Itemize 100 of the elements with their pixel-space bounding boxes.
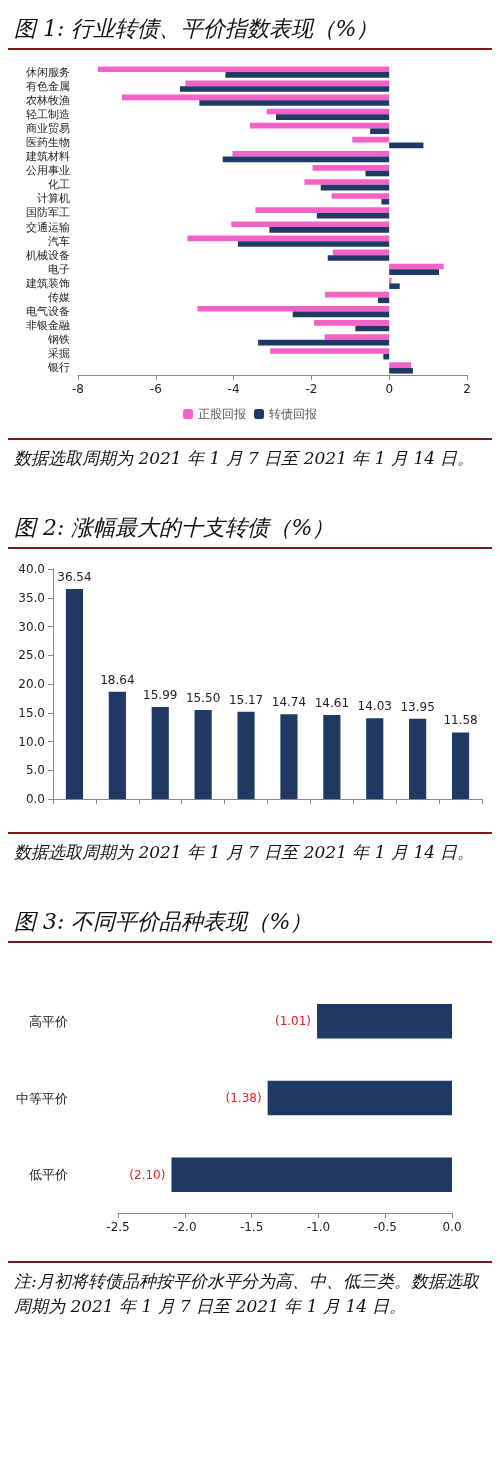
bar — [97, 66, 390, 73]
x-tick-label: -2.5 — [106, 1220, 130, 1234]
bar — [383, 353, 390, 360]
x-tick-label: -2.0 — [173, 1220, 197, 1234]
y-tick-label: 农林牧渔 — [26, 93, 70, 107]
x-tick-label: -4 — [227, 382, 240, 396]
bar — [65, 588, 84, 799]
data-label: (1.38) — [225, 1091, 262, 1105]
bar — [225, 72, 390, 78]
bar — [232, 150, 390, 157]
y-tick-label: 35.0 — [18, 590, 45, 605]
data-label: 18.64 — [100, 672, 135, 687]
y-tick-label: 电子 — [48, 262, 70, 276]
chart-title: 图 2: 涨幅最大的十支转债（%） — [8, 507, 492, 549]
y-tick-label: 40.0 — [18, 562, 45, 576]
bar — [389, 283, 400, 290]
bar — [197, 305, 390, 312]
bar — [324, 334, 390, 340]
y-tick-label: 传媒 — [48, 291, 70, 304]
bar — [389, 362, 411, 368]
bar — [280, 714, 298, 799]
bar — [231, 221, 390, 228]
y-tick-label: 轻工制造 — [26, 107, 70, 121]
legend-label: 转债回报 — [269, 407, 317, 421]
bar — [381, 198, 390, 205]
bar — [389, 277, 392, 284]
bar — [451, 732, 470, 799]
data-label: 36.54 — [57, 569, 92, 584]
y-tick-label: 非银金融 — [26, 319, 70, 333]
bar — [312, 165, 390, 171]
text: 注:月初将转债品种按平价水平分为高、中、低三类。数据选取周期为 2021 年 1 月 7 日至 2021 年 1 月 14 日。 — [8, 1261, 492, 1325]
y-tick-label: 机械设备 — [26, 248, 70, 262]
y-tick-label: 计算机 — [37, 192, 70, 206]
bar — [366, 718, 384, 799]
x-tick-label: 0 — [385, 382, 394, 396]
bar — [389, 263, 444, 270]
y-tick-label: 化工 — [48, 178, 70, 192]
y-tick-label: 有色金属 — [26, 79, 70, 93]
y-tick-label: 公用事业 — [26, 164, 70, 178]
chart-title: 图 3: 不同平价品种表现（%） — [8, 901, 492, 943]
bar — [179, 86, 390, 92]
y-tick-label: 建筑材料 — [25, 150, 70, 164]
legend-label: 正股回报 — [198, 407, 246, 421]
bar — [316, 212, 390, 219]
x-tick-label: 2 — [463, 382, 471, 396]
data-label: 14.74 — [271, 695, 307, 710]
y-tick-label: 20.0 — [18, 677, 45, 691]
y-tick-label: 交通运输 — [26, 220, 70, 234]
bar — [255, 207, 390, 213]
bar — [325, 291, 390, 298]
bar — [331, 193, 390, 199]
bar — [327, 255, 390, 261]
y-tick-label: 中等平价 — [16, 1090, 68, 1106]
y-tick-label: 10.0 — [18, 734, 45, 749]
data-label: (2.10) — [129, 1167, 166, 1182]
data-label: 15.99 — [143, 688, 178, 703]
data-label: (1.01) — [274, 1014, 312, 1029]
bar — [108, 691, 126, 799]
y-tick-label: 15.0 — [18, 705, 45, 720]
bar — [409, 718, 427, 799]
bar — [269, 227, 390, 233]
y-tick-label: 商业贸易 — [26, 121, 70, 135]
data-label: 14.61 — [314, 695, 350, 710]
y-tick-label: 钢铁 — [47, 333, 70, 347]
data-label: 15.50 — [185, 690, 221, 705]
x-tick-label: -0.5 — [373, 1220, 397, 1234]
y-tick-label: 医药生物 — [26, 136, 70, 149]
y-tick-label: 国防军工 — [26, 206, 70, 220]
y-tick-label: 建筑装饰 — [25, 276, 70, 290]
y-tick-label: 采掘 — [48, 347, 70, 361]
x-tick-label: -1.5 — [239, 1220, 264, 1234]
data-label: 11.58 — [443, 713, 478, 728]
bar — [194, 709, 212, 799]
y-tick-label: 低平价 — [29, 1167, 68, 1183]
bar — [151, 707, 169, 799]
bar — [323, 714, 341, 799]
y-tick-label: 汽车 — [48, 234, 70, 248]
x-tick-label: -1.0 — [306, 1220, 331, 1234]
y-tick-label: 电气设备 — [26, 305, 70, 319]
y-tick-label: 25.0 — [18, 648, 45, 663]
data-label: 15.17 — [228, 692, 264, 707]
bar — [237, 711, 255, 799]
bar — [365, 170, 390, 177]
bar — [304, 179, 390, 185]
x-tick-label: -8 — [72, 382, 84, 396]
y-tick-label: 30.0 — [18, 619, 45, 634]
data-label: 14.03 — [357, 699, 392, 714]
text: 数据选取周期为 2021 年 1 月 7 日至 2021 年 1 月 14 日。 — [8, 438, 492, 477]
bar — [199, 100, 390, 106]
bar — [352, 136, 390, 143]
bar — [389, 269, 439, 275]
text: 数据选取周期为 2021 年 1 月 7 日至 2021 年 1 月 14 日。 — [8, 832, 492, 871]
y-tick-label: 0.0 — [25, 792, 45, 806]
chart-title: 图 1: 行业转债、平价指数表现（%） — [8, 8, 492, 50]
bar — [389, 367, 413, 374]
x-tick-label: 0.0 — [442, 1220, 462, 1234]
y-tick-label: 高平价 — [29, 1013, 68, 1029]
y-tick-label: 休闲服务 — [26, 65, 70, 79]
data-label: 13.95 — [400, 699, 435, 714]
y-tick-label: 5.0 — [25, 763, 45, 778]
